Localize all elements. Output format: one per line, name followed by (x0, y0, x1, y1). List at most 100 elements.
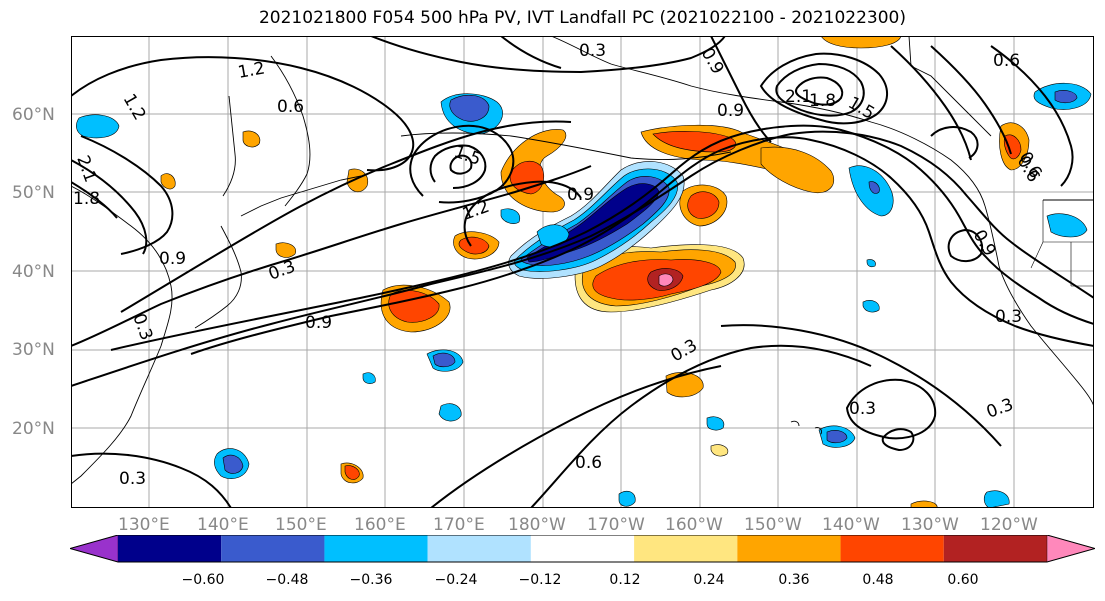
colorbar-extend-max (1046, 534, 1096, 563)
contour-line (710, 35, 772, 143)
contour-line (70, 452, 232, 509)
negative-anomaly (618, 490, 636, 507)
coastline-sakhalin (222, 95, 236, 197)
lon-label: 140°E (197, 515, 249, 535)
contour-line (370, 35, 726, 74)
coastline-asia (70, 185, 173, 485)
contour-line (775, 62, 865, 117)
colorbar-tick: −0.60 (181, 572, 225, 588)
negative-anomaly (983, 490, 1010, 509)
lat-label: 40°N (12, 262, 55, 282)
contour-line (845, 378, 937, 440)
positive-anomaly (652, 131, 737, 153)
contour-line (890, 45, 972, 161)
contour-line (759, 52, 888, 125)
contour-line (429, 144, 487, 189)
island-chain-aleutians (400, 132, 732, 161)
lon-label: 160°W (665, 515, 723, 535)
lon-label: 170°W (587, 515, 645, 535)
contour-line (80, 135, 174, 255)
negative-anomaly (432, 352, 456, 368)
map-title: 2021021800 F054 500 hPa PV, IVT Landfall… (258, 8, 906, 28)
negative-anomaly (706, 416, 725, 431)
coastline-north-america (984, 205, 1095, 409)
colorbar-segment (530, 535, 635, 562)
negative-anomaly (536, 224, 570, 247)
coastline-hawaii (790, 420, 822, 435)
colorbar-tick: −0.48 (265, 572, 309, 588)
contour-label-layer: 1.2 1.2 0.6 0.3 2.1 1.8 1.5 0.9 2.1 1.8 … (72, 41, 1045, 489)
contour-line (795, 76, 844, 106)
lat-label: 50°N (12, 183, 55, 203)
map-panel: 1.2 1.2 0.6 0.3 2.1 1.8 1.5 0.9 2.1 1.8 … (70, 35, 1095, 512)
positive-anomaly (1003, 134, 1022, 160)
contour-label: 1.8 (809, 91, 836, 111)
negative-anomaly (76, 114, 120, 139)
contour-label: 0.9 (159, 249, 186, 269)
positive-anomaly (710, 444, 729, 457)
contour-line (947, 228, 983, 262)
lon-label: 150°W (744, 515, 802, 535)
positive-anomaly (760, 146, 835, 194)
contour-label: 0.6 (575, 453, 602, 473)
colorbar-segment (427, 535, 531, 562)
positive-anomaly (687, 191, 720, 219)
coastline-kamchatka (270, 55, 311, 207)
contour-label: 2.1 (785, 87, 812, 107)
colorbar-segment (840, 535, 944, 562)
positive-anomaly (160, 173, 176, 190)
colorbar-tick: 0.48 (862, 572, 894, 588)
contour-line (190, 136, 1095, 355)
colorbar-segment (221, 535, 325, 562)
contour-label: 0.9 (567, 185, 594, 205)
contour-line (70, 165, 592, 347)
contour-line (990, 45, 1074, 187)
lon-label: 120°W (980, 515, 1038, 535)
positive-anomaly (820, 35, 902, 49)
colorbar-segment (737, 535, 841, 562)
contour-label: 0.6 (277, 97, 304, 117)
contour-label: 0.6 (993, 51, 1020, 71)
colorbar-tick: −0.24 (434, 572, 478, 588)
lat-label: 60°N (12, 105, 55, 125)
negative-anomaly (222, 454, 244, 474)
colorbar-segment (118, 535, 222, 562)
contour-label: 0.3 (995, 307, 1022, 327)
contour-line (930, 45, 1012, 155)
lon-label: 130°W (901, 515, 959, 535)
lon-label: 150°E (275, 515, 327, 535)
colorbar-tick: −0.12 (518, 572, 562, 588)
negative-anomaly (868, 181, 880, 194)
positive-anomaly (388, 290, 440, 323)
coastline-alaska (550, 35, 986, 207)
positive-anomaly (242, 130, 261, 148)
contour-label: 1.2 (236, 59, 266, 83)
colorbar-segment (943, 535, 1047, 562)
lon-label: 170°E (433, 515, 485, 535)
positive-anomaly (344, 465, 360, 480)
contour-line (500, 35, 562, 69)
map-border (71, 36, 1094, 508)
lon-label: 160°E (354, 515, 406, 535)
negative-anomaly (862, 300, 880, 313)
negative-anomaly (362, 372, 376, 384)
contour-line (720, 324, 1002, 447)
lat-label: 20°N (12, 419, 55, 439)
negative-anomaly (500, 208, 521, 224)
contour-line (70, 56, 415, 172)
colorbar-tick: −0.36 (349, 572, 393, 588)
island-chain-kurils (240, 175, 362, 217)
contour-label: 0.3 (579, 41, 606, 61)
contour-line (530, 344, 872, 509)
coastline-japan (194, 225, 242, 329)
ivt-contours (70, 35, 1095, 509)
state-borders (1030, 200, 1094, 287)
contour-label: 0.9 (305, 313, 332, 333)
colorbar-segment (324, 535, 428, 562)
negative-anomaly (1046, 213, 1088, 238)
contour-line (463, 180, 582, 247)
negative-anomaly (826, 430, 848, 444)
colorbar-tick: 0.36 (778, 572, 810, 588)
negative-anomaly (449, 94, 490, 122)
positive-anomaly (275, 242, 297, 258)
